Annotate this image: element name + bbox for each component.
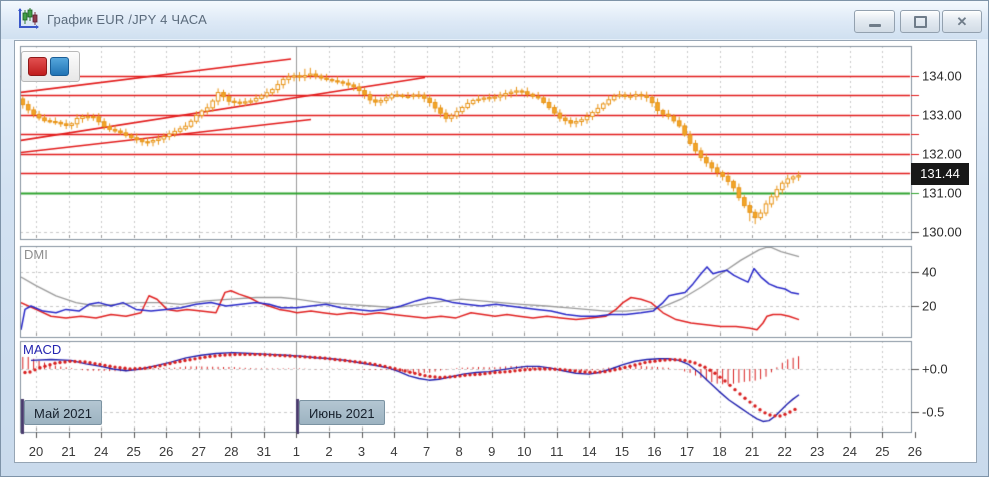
date-axis-label: 16 (647, 444, 662, 459)
date-axis-label: 10 (517, 444, 532, 459)
date-axis-label: 31 (256, 444, 272, 459)
date-axis-label: 1 (292, 444, 301, 459)
date-axis-label: 11 (550, 444, 564, 459)
date-axis-label: 26 (158, 444, 174, 459)
date-axis-label: 2 (325, 444, 333, 459)
date-axis-label: 21 (744, 444, 760, 459)
price-axis-label: 134.00 (922, 68, 962, 83)
dmi-axis-label: 40 (922, 264, 937, 280)
macd-indicator-label: MACD (23, 342, 62, 357)
date-axis-label: 27 (191, 444, 206, 459)
date-axis-label: 14 (582, 444, 597, 459)
price-axis-label: 133.00 (922, 107, 962, 123)
last-price-badge: 131.44 (911, 163, 969, 185)
price-axis-label: 130.00 (922, 224, 962, 240)
date-axis-label: 25 (126, 444, 141, 459)
month-label-june: Июнь 2021 (299, 400, 385, 425)
chart-toolbar (21, 51, 80, 82)
red-square-tool-button[interactable] (28, 57, 47, 76)
date-axis-label: 26 (907, 444, 923, 459)
date-axis-label: 25 (875, 444, 890, 459)
dmi-axis-label: 20 (922, 298, 937, 314)
date-axis-label: 21 (61, 444, 76, 459)
date-axis-label: 7 (422, 444, 431, 459)
date-axis-label: 18 (712, 444, 727, 459)
date-axis-label: 20 (28, 444, 44, 459)
date-axis-label: 28 (224, 444, 239, 459)
blue-square-tool-button[interactable] (50, 57, 69, 76)
date-axis-label: 23 (809, 444, 825, 459)
macd-axis-label: -0.5 (922, 404, 945, 420)
date-axis-label: 4 (390, 444, 398, 459)
month-label-may: Май 2021 (24, 400, 102, 425)
price-axis-label: 132.00 (922, 146, 962, 162)
dmi-indicator-label: DMI (24, 247, 48, 262)
date-axis-label: 8 (455, 444, 463, 459)
macd-axis-label: +0.0 (922, 361, 948, 377)
date-axis-label: 15 (614, 444, 630, 459)
date-axis-label: 24 (93, 444, 109, 459)
date-axis-label: 24 (842, 444, 857, 459)
date-axis-label: 17 (679, 444, 695, 459)
date-axis-label: 9 (488, 444, 496, 459)
date-axis-label: 22 (777, 444, 792, 459)
price-axis-label: 131.00 (922, 185, 962, 201)
date-axis-label: 3 (357, 444, 366, 459)
